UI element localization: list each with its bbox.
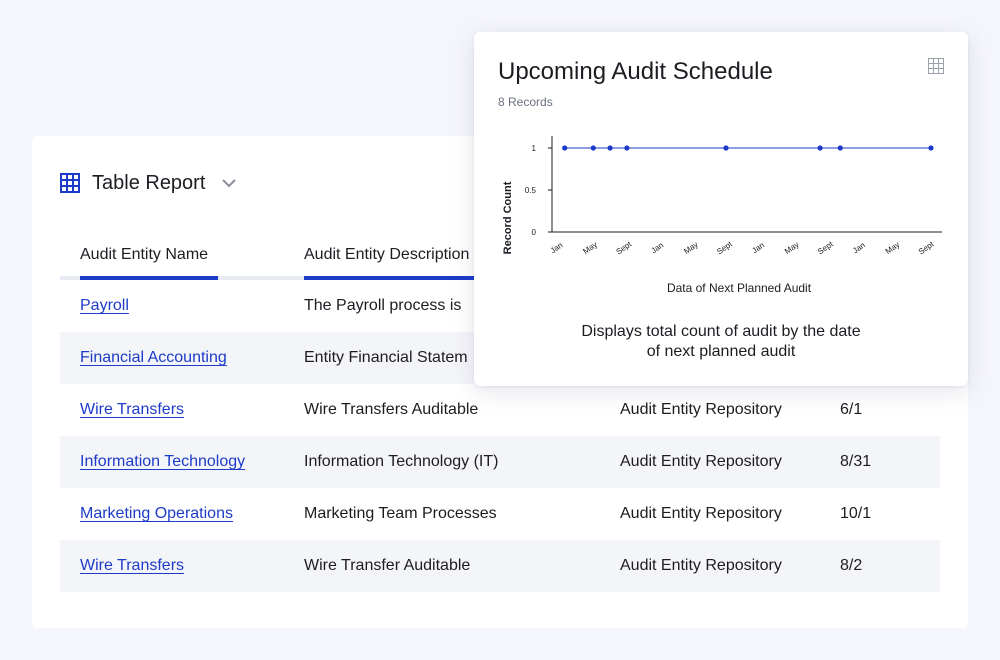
chart-series — [562, 145, 934, 151]
x-axis-label: Data of Next Planned Audit — [667, 281, 812, 295]
entity-description: Information Technology (IT) — [304, 453, 499, 470]
entity-name-link[interactable]: Marketing Operations — [80, 505, 233, 522]
entity-date: 8/31 — [840, 453, 872, 470]
chart-description-line1: Displays total count of audit by the dat… — [581, 323, 861, 340]
x-tick-label: Jan — [549, 241, 565, 256]
table-row: Wire Transfers Wire Transfers Auditable … — [60, 384, 940, 436]
x-tick-label: Jan — [649, 241, 665, 256]
report-header[interactable]: Table Report — [60, 170, 237, 196]
column-header-name[interactable]: Audit Entity Name — [80, 246, 209, 263]
column-underline-name — [80, 276, 218, 280]
entity-date: 8/2 — [840, 557, 863, 574]
audit-schedule-chart: 00.51 Jan May Sept Jan May Sept Jan May Sept Jan M… — [502, 136, 942, 295]
entity-repository: Audit Entity Repository — [620, 453, 782, 470]
x-tick-label: Sept — [715, 239, 734, 256]
chart-axes — [551, 136, 942, 233]
data-point — [837, 145, 843, 151]
x-tick-label: May — [581, 240, 599, 256]
data-point — [562, 145, 568, 151]
table-row: Wire Transfers Wire Transfer Auditable A… — [60, 540, 940, 592]
x-tick-label: Jan — [851, 241, 867, 256]
entity-repository: Audit Entity Repository — [620, 505, 782, 522]
entity-description: Entity Financial Statem — [304, 349, 468, 366]
report-title: Table Report — [92, 171, 206, 194]
x-tick-label: Sept — [917, 239, 936, 256]
x-tick-label: May — [682, 240, 700, 256]
table-row: Marketing Operations Marketing Team Proc… — [60, 488, 940, 540]
entity-date: 10/1 — [840, 505, 872, 522]
entity-repository: Audit Entity Repository — [620, 401, 782, 418]
data-point — [817, 145, 823, 151]
chart-description-line2: of next planned audit — [646, 343, 796, 360]
entity-repository: Audit Entity Repository — [620, 557, 782, 574]
audit-schedule-popup: Upcoming Audit Schedule 8 Records 0 0.5 1 … — [474, 32, 968, 386]
entity-description: Wire Transfers Auditable — [304, 401, 479, 418]
table-view-icon[interactable] — [928, 58, 944, 79]
y-tick-label: 0.5 — [525, 186, 537, 195]
popup-title: Upcoming Audit Schedule — [498, 58, 773, 85]
x-tick-label: Sept — [614, 239, 633, 256]
data-point — [928, 145, 934, 151]
chevron-down-icon[interactable] — [221, 178, 237, 188]
data-point — [624, 145, 630, 151]
data-point — [723, 145, 729, 151]
entity-description: Marketing Team Processes — [304, 505, 497, 522]
entity-name-link[interactable]: Information Technology — [80, 453, 246, 470]
y-axis-ticks: 00.51 — [525, 144, 552, 237]
x-tick-label: May — [783, 240, 801, 256]
y-tick-label: 0 — [532, 228, 537, 237]
entity-name-link[interactable]: Wire Transfers — [80, 401, 185, 418]
y-tick-label: 1 — [532, 144, 537, 153]
entity-description: The Payroll process is — [304, 297, 462, 314]
table-row: Information Technology Information Techn… — [60, 436, 940, 488]
entity-description: Wire Transfer Auditable — [304, 557, 471, 574]
chart-description: Displays total count of audit by the dat… — [514, 322, 928, 362]
x-tick-label: May — [884, 240, 902, 256]
y-axis-label: Record Count — [502, 181, 514, 254]
table-row: Payroll The Payroll process is — [60, 280, 940, 332]
data-point — [590, 145, 596, 151]
x-tick-label: Sept — [816, 239, 835, 256]
record-count-label: 8 Records — [498, 95, 553, 109]
entity-name-link[interactable]: Payroll — [80, 297, 129, 314]
column-header-description[interactable]: Audit Entity Description — [304, 246, 470, 263]
column-underline-description — [304, 276, 494, 280]
x-axis-ticks: Jan May Sept Jan May Sept Jan May Sept Jan May Sept — [549, 239, 936, 256]
data-point — [607, 145, 613, 151]
entity-date: 6/1 — [840, 401, 863, 418]
x-tick-label: Jan — [750, 241, 766, 256]
grid-icon — [60, 173, 80, 193]
entity-name-link[interactable]: Financial Accounting — [80, 349, 227, 366]
entity-name-link[interactable]: Wire Transfers — [80, 557, 185, 574]
